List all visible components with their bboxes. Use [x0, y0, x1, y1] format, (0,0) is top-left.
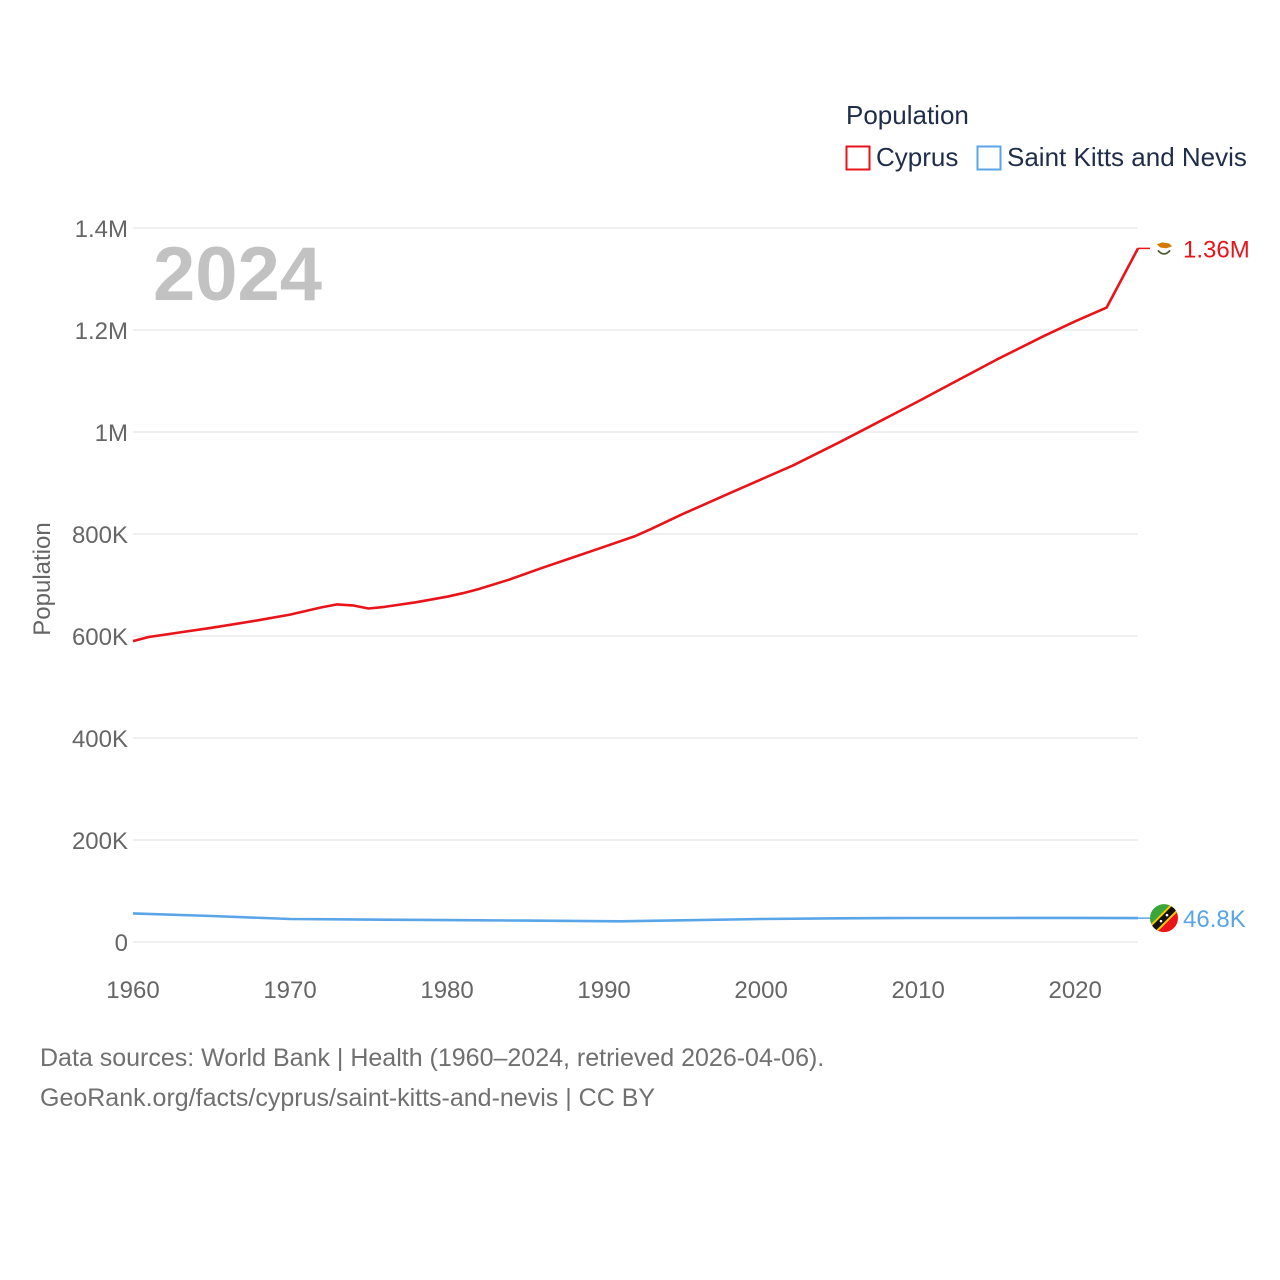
y-tick-label: 400K: [72, 726, 128, 753]
y-tick-label: 1.2M: [75, 318, 128, 345]
footer-sources: Data sources: World Bank | Health (1960–…: [40, 1044, 825, 1072]
x-tick-label: 1980: [420, 977, 473, 1004]
x-tick-label: 1990: [577, 977, 630, 1004]
legend-item-saint-kitts-and-nevis[interactable]: Saint Kitts and Nevis: [976, 142, 1247, 172]
y-tick-label: 800K: [72, 522, 128, 549]
legend: Population Cyprus Saint Kitts and Nevis: [845, 100, 1247, 172]
legend-label-cyprus: Cyprus: [876, 142, 958, 172]
legend-title: Population: [846, 100, 969, 130]
x-tick-label: 2010: [891, 977, 944, 1004]
cyprus-flag-olive-branches: [1157, 249, 1171, 255]
footer-link[interactable]: GeoRank.org/facts/cyprus/saint-kitts-and…: [40, 1084, 656, 1112]
cyprus-flag-island: [1157, 242, 1172, 249]
y-tick-label: 1.4M: [75, 216, 128, 243]
series-line-cyprus: [132, 247, 1140, 643]
x-tick-label: 2020: [1048, 977, 1101, 1004]
series-end-markers: 1.36M 46.8K: [1138, 234, 1250, 933]
current-year-label: 2024: [153, 232, 322, 317]
cyprus-flag-background: [1150, 234, 1178, 263]
y-tick-label: 600K: [72, 624, 128, 651]
cyprus-flag-icon: [1150, 234, 1178, 263]
x-axis-ticks: 1960 1970 1980 1990 2000 2010 2020: [106, 977, 1102, 1004]
skn-flag-star: [1159, 919, 1163, 923]
y-axis-title: Population: [29, 522, 56, 635]
saint-kitts-and-nevis-flag-icon: [1150, 904, 1178, 933]
y-tick-label: 1M: [95, 420, 128, 447]
legend-item-cyprus[interactable]: Cyprus: [845, 142, 959, 172]
series-line-saint-kitts-and-nevis: [132, 912, 1139, 923]
series-lines: [132, 247, 1140, 923]
y-tick-label: 0: [115, 930, 128, 957]
y-axis-ticks: 0 200K 400K 600K 800K 1M 1.2M 1.4M: [72, 216, 128, 957]
x-tick-label: 1970: [263, 977, 316, 1004]
y-tick-label: 200K: [72, 828, 128, 855]
legend-swatch-cyprus: [845, 145, 871, 171]
end-label-cyprus: 1.36M: [1183, 236, 1250, 263]
legend-swatch-saint-kitts-and-nevis: [976, 145, 1002, 171]
x-tick-label: 1960: [106, 977, 159, 1004]
skn-flag-body: [1150, 904, 1178, 933]
legend-label-saint-kitts-and-nevis: Saint Kitts and Nevis: [1007, 142, 1247, 172]
skn-flag-star: [1165, 913, 1169, 917]
x-tick-label: 2000: [734, 977, 787, 1004]
end-label-saint-kitts-and-nevis: 46.8K: [1183, 906, 1246, 933]
gridlines: [133, 227, 1138, 943]
